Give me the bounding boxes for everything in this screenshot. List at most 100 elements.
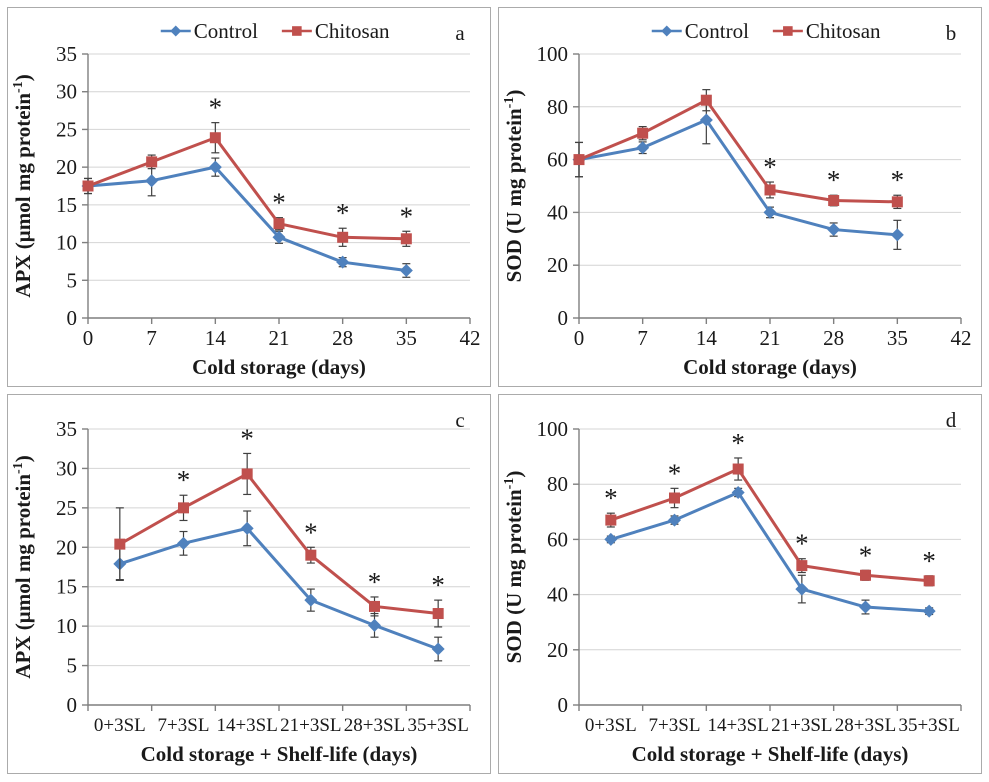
series-line-control xyxy=(610,490,930,613)
y-tick-label: 10 xyxy=(56,231,77,255)
data-point-chitosan xyxy=(114,538,126,550)
y-tick-label: 40 xyxy=(547,200,568,224)
panel-b: 0 20 40 60 80 100 0 7 14 21 28 35 42 Cold storage (da… xyxy=(498,7,982,387)
y-tick-label: 5 xyxy=(67,654,78,678)
data-point-control xyxy=(604,532,618,546)
data-point-control xyxy=(699,113,713,127)
y-tick-label: 25 xyxy=(56,496,77,520)
panel-letter: a xyxy=(455,21,465,45)
y-tick-label: 30 xyxy=(56,80,77,104)
data-point-chitosan xyxy=(764,184,776,196)
y-tick-label: 25 xyxy=(56,117,77,141)
data-point-control xyxy=(890,228,904,242)
data-point-chitosan xyxy=(796,560,808,572)
x-tick-label: 35 xyxy=(396,326,417,350)
legend-marker-chitosan xyxy=(292,26,302,36)
x-tick-label: 7+3SL xyxy=(158,715,210,736)
data-point-chitosan xyxy=(605,514,617,526)
data-point-control xyxy=(240,521,254,535)
significance-asterisk: * xyxy=(431,570,445,600)
series-line-control xyxy=(119,526,439,651)
x-tick-label: 21+3SL xyxy=(280,715,341,736)
x-tick-label: 0+3SL xyxy=(585,715,637,736)
x-tick-label: 7+3SL xyxy=(649,715,701,736)
y-tick-label: 100 xyxy=(537,42,569,66)
data-point-chitosan xyxy=(400,233,412,245)
x-tick-label: 28+3SL xyxy=(344,715,405,736)
significance-asterisk: * xyxy=(272,188,286,218)
data-point-control xyxy=(636,141,650,155)
y-tick-label: 35 xyxy=(56,417,77,441)
x-tick-label: 35+3SL xyxy=(407,715,468,736)
data-point-chitosan xyxy=(209,132,221,144)
series-line-control xyxy=(578,118,898,237)
chart-c: 0 5 10 15 20 25 30 35 0+3SL 7+3SL 14+3SL 21+3SL 28+3… xyxy=(11,408,471,766)
data-point-chitosan xyxy=(700,94,712,106)
x-axis-title: Cold storage + Shelf-life (days) xyxy=(141,742,418,766)
y-tick-label: 60 xyxy=(547,527,568,551)
y-tick-label: 0 xyxy=(67,693,78,717)
x-tick-label: 7 xyxy=(637,326,648,350)
significance-asterisk: * xyxy=(827,165,841,195)
series-line-chitosan xyxy=(119,472,439,616)
x-tick-label: 21+3SL xyxy=(771,715,832,736)
data-point-chitosan xyxy=(432,608,444,620)
data-point-control xyxy=(145,174,159,188)
x-axis-title: Cold storage + Shelf-life (days) xyxy=(632,742,909,766)
data-point-control xyxy=(368,618,381,632)
y-tick-label: 40 xyxy=(547,583,568,607)
significance-asterisk: * xyxy=(922,546,936,576)
data-point-chitosan xyxy=(637,127,649,139)
legend-label-chitosan: Chitosan xyxy=(315,19,390,43)
x-tick-label: 42 xyxy=(951,326,972,350)
data-point-chitosan xyxy=(305,549,317,561)
y-tick-label: 80 xyxy=(547,95,568,119)
significance-asterisk: * xyxy=(604,483,618,513)
panel-d: 0 20 40 60 80 100 0+3SL 7+3SL 14+3SL 21+3SL 28+3SL… xyxy=(498,394,982,774)
data-point-chitosan xyxy=(178,502,189,514)
y-tick-label: 0 xyxy=(558,693,569,717)
data-point-chitosan xyxy=(369,600,380,612)
panel-letter: c xyxy=(455,408,464,432)
data-point-control xyxy=(304,593,318,607)
panel-c: 0 5 10 15 20 25 30 35 0+3SL 7+3SL 14+3SL 21+3SL 28+3… xyxy=(7,394,491,774)
x-tick-label: 0 xyxy=(83,326,94,350)
data-point-control xyxy=(431,642,445,656)
y-tick-label: 20 xyxy=(547,638,568,662)
x-tick-label: 35+3SL xyxy=(898,715,959,736)
data-point-control xyxy=(336,255,350,269)
significance-asterisk: * xyxy=(891,165,905,195)
x-tick-label: 35 xyxy=(887,326,908,350)
y-tick-label: 5 xyxy=(67,268,78,292)
x-tick-label: 42 xyxy=(460,326,481,350)
data-point-control xyxy=(795,582,809,596)
data-point-control xyxy=(922,604,936,618)
x-tick-label: 14+3SL xyxy=(216,715,277,736)
significance-asterisk: * xyxy=(400,201,414,231)
legend-marker-chitosan xyxy=(783,26,793,36)
y-tick-label: 20 xyxy=(56,535,77,559)
series-line-chitosan xyxy=(610,467,930,583)
legend-marker-control xyxy=(661,25,673,37)
y-tick-label: 15 xyxy=(56,193,77,217)
x-tick-label: 0 xyxy=(574,326,585,350)
y-axis-title: APX (µmol mg protein-1) xyxy=(11,455,35,678)
significance-asterisk: * xyxy=(240,423,254,453)
x-tick-label: 14 xyxy=(696,326,718,350)
chart-a: 0 5 10 15 20 25 30 35 0 7 14 21 28 35 42 Cold storage (… xyxy=(11,19,481,379)
data-point-chitosan xyxy=(337,231,349,243)
data-point-control xyxy=(827,223,841,237)
x-axis-title: Cold storage (days) xyxy=(683,355,857,379)
panel-letter: d xyxy=(946,408,957,432)
x-tick-label: 28+3SL xyxy=(835,715,896,736)
y-tick-label: 20 xyxy=(547,253,568,277)
legend-marker-control xyxy=(170,25,182,37)
x-tick-label: 21 xyxy=(269,326,290,350)
x-tick-label: 7 xyxy=(146,326,157,350)
series-line-chitosan xyxy=(87,136,407,241)
y-tick-label: 0 xyxy=(67,306,78,330)
x-axis-title: Cold storage (days) xyxy=(192,355,366,379)
panel-a: 0 5 10 15 20 25 30 35 0 7 14 21 28 35 42 Cold storage (… xyxy=(7,7,491,387)
y-tick-label: 100 xyxy=(537,417,569,441)
panel-letter: b xyxy=(946,21,957,45)
